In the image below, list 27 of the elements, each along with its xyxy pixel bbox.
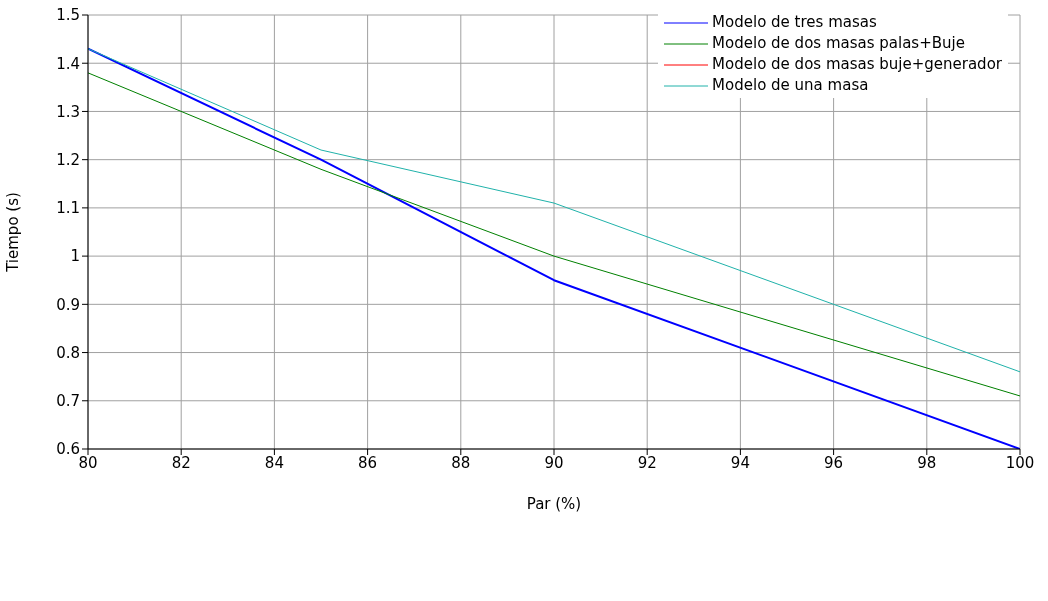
y-tick-label: 1.3 (56, 102, 80, 121)
x-tick-label: 84 (264, 453, 284, 472)
x-tick-label: 92 (637, 453, 657, 472)
legend-label: Modelo de una masa (712, 75, 869, 96)
y-tick-label: 0.7 (56, 392, 80, 411)
y-tick-label: 1.4 (56, 54, 80, 73)
x-tick-label: 96 (824, 453, 844, 472)
legend-label: Modelo de dos masas buje+generador (712, 54, 1002, 75)
y-tick-label: 0.8 (56, 343, 80, 362)
y-tick-label: 1.1 (56, 199, 80, 218)
legend-label: Modelo de tres masas (712, 12, 877, 33)
y-tick-label: 1 (70, 247, 80, 266)
y-tick-label: 1.5 (56, 6, 80, 25)
y-tick-label: 0.6 (56, 440, 80, 459)
x-axis-title: Par (%) (526, 495, 582, 513)
x-tick-label: 100 (1005, 453, 1035, 472)
y-tick-label: 1.2 (56, 150, 80, 169)
x-tick-label: 80 (78, 453, 98, 472)
x-tick-label: 94 (730, 453, 750, 472)
x-tick-label: 98 (917, 453, 937, 472)
x-tick-label: 90 (544, 453, 564, 472)
legend-label: Modelo de dos masas palas+Buje (712, 33, 965, 54)
y-axis-title: Tiempo (s) (4, 192, 23, 273)
x-tick-label: 88 (451, 453, 471, 472)
x-tick-label: 82 (171, 453, 191, 472)
x-tick-label: 86 (358, 453, 378, 472)
y-tick-label: 0.9 (56, 295, 80, 314)
